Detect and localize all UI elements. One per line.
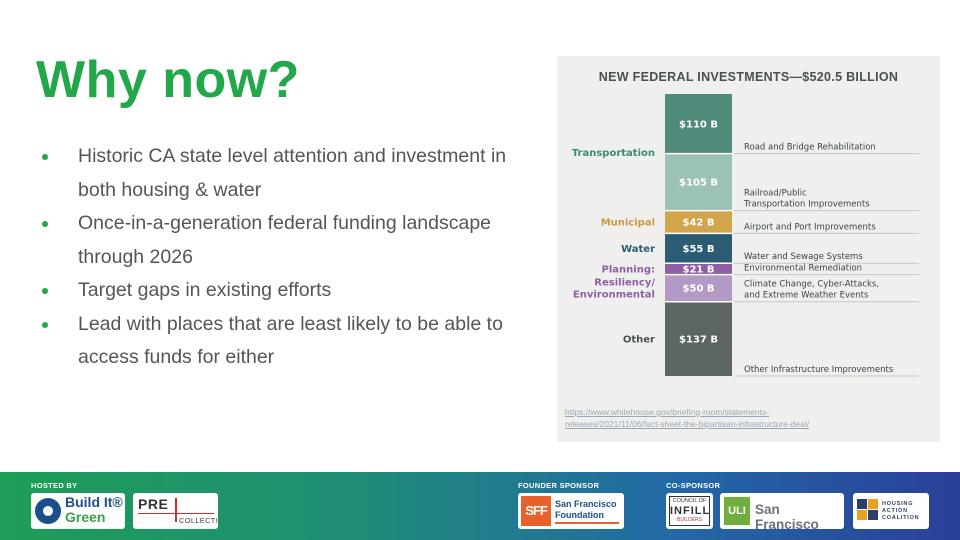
- logo-text: HOUSING: [882, 501, 914, 507]
- data-label: $42 B: [683, 217, 715, 228]
- bullet-dot-icon: [42, 321, 48, 328]
- segment-description: Railroad/Public: [744, 189, 807, 199]
- founder-sponsor-label: FOUNDER SPONSOR: [518, 481, 600, 490]
- logo-text: COLLECTIVE: [179, 516, 218, 525]
- logo-text: ACTION: [882, 508, 908, 514]
- segment-description: Other Infrastructure Improvements: [744, 365, 894, 375]
- sponsor-footer: HOSTED BY FOUNDER SPONSOR CO-SPONSOR Bui…: [0, 472, 960, 540]
- federal-investment-chart: NEW FEDERAL INVESTMENTS—$520.5 BILLION $…: [557, 56, 940, 442]
- logo-text: San Francisco: [755, 502, 819, 529]
- bar-segment: [665, 233, 732, 264]
- bar-segment: [665, 94, 732, 154]
- category-label: Water: [621, 244, 655, 255]
- logo-divider: [555, 522, 619, 524]
- segment-description: Climate Change, Cyber-Attacks,: [744, 280, 879, 290]
- category-label: Resiliency/: [594, 278, 655, 289]
- stacked-bar-chart: $110 B Road and Bridge Rehabilitation $105…: [572, 94, 919, 377]
- bullet-dot-icon: [42, 288, 48, 294]
- data-label: $55 B: [683, 244, 715, 255]
- house-icon: [857, 499, 879, 523]
- segment-description: Road and Bridge Rehabilitation: [744, 143, 876, 153]
- segment-description: Environmental Remediation: [744, 264, 862, 274]
- data-label: $110 B: [679, 119, 718, 130]
- logo-text: Build It®: [65, 494, 123, 510]
- hosted-by-label: HOSTED BY: [31, 481, 78, 490]
- logo-text: INFILL: [670, 505, 711, 517]
- bullet-dot-icon: [42, 154, 48, 160]
- logo-text: BUILDERS: [676, 517, 702, 523]
- logo-text: Foundation: [555, 510, 604, 520]
- uli-san-francisco-logo: ULI San Francisco: [720, 493, 844, 529]
- data-label: $137 B: [679, 334, 718, 345]
- build-it-green-emblem-icon: [35, 498, 61, 524]
- bar-segment: [665, 153, 732, 211]
- housing-action-coalition-logo: HOUSING ACTION COALITION: [853, 493, 929, 529]
- logo-text: PRE: [138, 496, 169, 512]
- bar-segment: [665, 274, 732, 302]
- bullet-item: Lead with places that are least likely t…: [42, 308, 522, 375]
- category-label: Municipal: [601, 217, 655, 228]
- category-label: Planning:: [602, 264, 655, 275]
- data-label: $105 B: [679, 178, 718, 189]
- bar-segment: [665, 263, 732, 275]
- logo-text: San Francisco: [555, 499, 617, 509]
- bullet-text: Target gaps in existing efforts: [78, 279, 332, 301]
- bullet-text: Historic CA state level attention and in…: [78, 145, 507, 201]
- bullet-dot-icon: [42, 221, 48, 227]
- segment-description: Airport and Port Improvements: [744, 222, 876, 232]
- logo-divider: [175, 498, 177, 522]
- logo-divider: [138, 513, 214, 514]
- build-it-green-logo: Build It® Green: [31, 493, 125, 529]
- chart-title: NEW FEDERAL INVESTMENTS—$520.5 BILLION: [598, 70, 899, 84]
- sf-foundation-logo: SFF San Francisco Foundation: [518, 493, 624, 529]
- bullet-text: Once-in-a-generation federal funding lan…: [78, 212, 492, 268]
- source-link[interactable]: https://www.whitehouse.gov/briefing-room…: [565, 406, 845, 430]
- source-link-line: releases/2021/11/06/fact-sheet-the-bipar…: [565, 419, 810, 429]
- slide-title: Why now?: [36, 51, 300, 109]
- data-label: $50 B: [683, 284, 715, 295]
- bar-segment: [665, 301, 732, 376]
- logo-text: COALITION: [882, 515, 920, 521]
- council-infill-builders-logo: COUNCIL OF INFILL BUILDERS: [666, 493, 713, 529]
- category-label: Transportation: [572, 148, 655, 159]
- bullet-text: Lead with places that are least likely t…: [78, 312, 503, 369]
- co-sponsor-label: CO-SPONSOR: [666, 481, 721, 490]
- bullet-item: Target gaps in existing efforts: [42, 274, 522, 308]
- segment-description: and Extreme Weather Events: [744, 291, 869, 301]
- source-link-line: https://www.whitehouse.gov/briefing-room…: [565, 407, 770, 417]
- bullet-list: Historic CA state level attention and in…: [42, 140, 522, 375]
- category-label: Other: [623, 334, 655, 345]
- logo-text: Green: [65, 509, 106, 525]
- category-label: Environmental: [573, 290, 655, 301]
- segment-description: Water and Sewage Systems: [744, 252, 863, 262]
- logo-text: COUNCIL OF: [672, 498, 707, 504]
- bar-segment: [665, 210, 732, 234]
- bullet-item: Once-in-a-generation federal funding lan…: [42, 207, 522, 274]
- pre-collective-logo: PRE COLLECTIVE: [133, 493, 218, 529]
- data-label: $21 B: [683, 264, 715, 275]
- segment-description: Transportation Improvements: [743, 200, 870, 210]
- bullet-item: Historic CA state level attention and in…: [42, 140, 522, 207]
- uli-mark-icon: ULI: [724, 497, 750, 525]
- sff-mark-icon: SFF: [521, 496, 551, 526]
